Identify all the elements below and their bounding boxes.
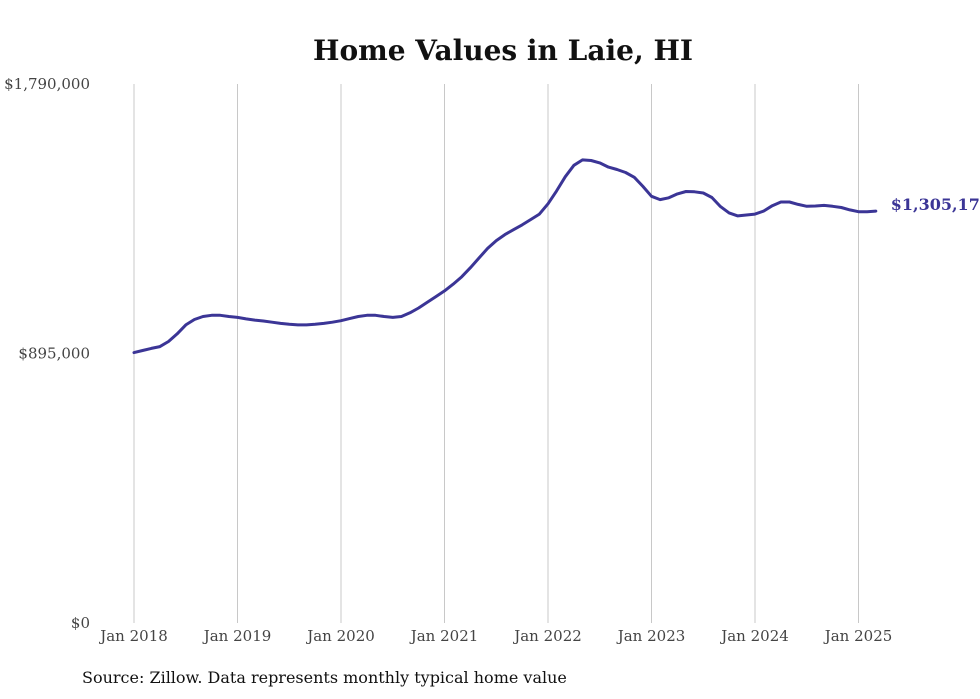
x-tick-label: Jan 2020	[305, 627, 375, 645]
x-tick-label: Jan 2024	[719, 627, 789, 645]
x-tick-label: Jan 2025	[823, 627, 893, 645]
gridlines	[133, 84, 859, 623]
y-axis: $0 $895,000 $1,790,000	[4, 75, 90, 632]
chart-title: Home Values in Laie, HI	[313, 34, 693, 67]
x-tick-label: Jan 2021	[409, 627, 479, 645]
x-tick-label: Jan 2022	[512, 627, 582, 645]
y-tick-label: $1,790,000	[4, 75, 90, 93]
series-line	[132, 158, 878, 355]
y-tick-label: $0	[71, 614, 90, 632]
end-value-label: $1,305,172	[891, 195, 980, 214]
x-axis: Jan 2018 Jan 2019 Jan 2020 Jan 2021 Jan 2022…	[98, 627, 892, 645]
x-tick-label: Jan 2019	[202, 627, 272, 645]
y-tick-label: $895,000	[18, 345, 90, 363]
x-tick-label: Jan 2023	[616, 627, 686, 645]
x-tick-label: Jan 2018	[98, 627, 168, 645]
source-note: Source: Zillow. Data represents monthly …	[82, 668, 567, 687]
